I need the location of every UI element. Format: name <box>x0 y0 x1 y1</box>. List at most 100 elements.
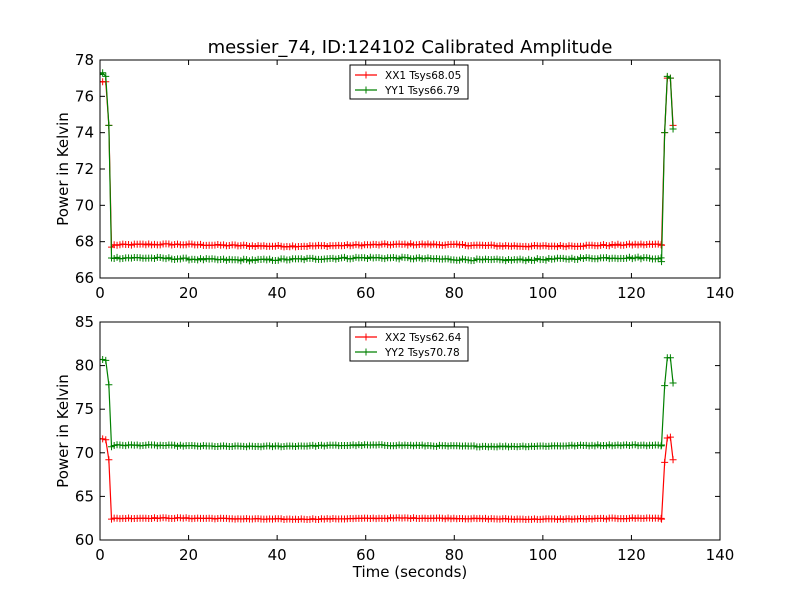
data-point <box>392 254 400 262</box>
data-point <box>646 254 654 262</box>
data-point <box>148 254 156 262</box>
data-point <box>102 356 110 364</box>
y-tick-label: 66 <box>75 269 94 287</box>
data-point <box>168 241 176 249</box>
legend-label: YY1 Tsys66.79 <box>384 85 460 97</box>
data-point <box>363 255 371 263</box>
data-point <box>234 256 242 264</box>
legend-marker <box>362 86 370 94</box>
data-point <box>441 241 449 249</box>
data-point <box>562 243 570 251</box>
data-point <box>666 74 674 82</box>
y-axis-label: Power in Kelvin <box>54 374 72 488</box>
data-point <box>542 256 550 264</box>
data-point <box>176 255 184 263</box>
x-tick-label: 100 <box>529 546 558 564</box>
data-point <box>602 254 610 262</box>
data-point <box>165 254 173 262</box>
x-tick-label: 80 <box>445 284 464 302</box>
data-point <box>602 515 610 523</box>
x-tick-label: 60 <box>356 284 375 302</box>
data-point <box>231 241 239 249</box>
data-point <box>585 254 593 262</box>
x-tick-label: 40 <box>268 284 287 302</box>
y-tick-label: 80 <box>75 357 94 375</box>
data-point <box>643 254 651 262</box>
data-point <box>358 242 366 250</box>
data-point <box>470 257 478 265</box>
data-point <box>444 255 452 263</box>
data-point <box>338 254 346 262</box>
data-point <box>260 242 268 250</box>
data-point <box>539 256 547 263</box>
data-point <box>658 441 666 449</box>
data-point <box>620 241 628 249</box>
data-point <box>430 240 438 248</box>
data-point <box>105 381 113 389</box>
data-point <box>669 456 677 464</box>
data-point <box>407 240 415 248</box>
data-point <box>251 256 259 264</box>
data-point <box>663 434 671 442</box>
data-point <box>182 514 190 522</box>
series-2 <box>100 69 677 266</box>
data-point <box>669 125 677 133</box>
legend: XX1 Tsys68.05 YY1 Tsys66.79 <box>349 64 469 100</box>
data-point <box>579 255 587 263</box>
data-point <box>458 255 466 263</box>
data-point <box>516 255 524 263</box>
x-tick-label: 0 <box>95 546 105 564</box>
data-point <box>113 241 121 249</box>
data-point <box>119 255 127 263</box>
y-tick-label: 72 <box>75 160 94 178</box>
data-point <box>663 72 671 80</box>
x-tick-label: 120 <box>617 546 646 564</box>
series-line <box>100 77 674 249</box>
y-tick-label: 75 <box>75 400 94 418</box>
series-1 <box>100 74 677 251</box>
data-point <box>300 256 308 264</box>
data-point <box>237 257 245 265</box>
data-point <box>257 443 265 451</box>
data-point <box>605 441 613 449</box>
y-tick-label: 68 <box>75 233 94 251</box>
series-2 <box>100 354 677 451</box>
data-point <box>174 240 181 248</box>
data-point <box>220 241 228 249</box>
data-point <box>156 241 164 249</box>
data-point <box>309 254 317 262</box>
data-point <box>105 456 113 464</box>
y-axis-label: Power in Kelvin <box>54 112 72 226</box>
data-point <box>530 515 538 523</box>
series-line <box>100 357 674 448</box>
y-tick-label: 65 <box>75 487 94 505</box>
data-point <box>395 255 403 263</box>
legend-label: XX1 Tsys68.05 <box>385 70 461 82</box>
data-point <box>179 442 187 450</box>
series-line <box>100 436 674 522</box>
data-point <box>464 256 472 264</box>
data-point <box>594 441 602 449</box>
y-tick-label: 60 <box>75 531 94 549</box>
legend: XX2 Tsys62.64 YY2 Tsys70.78 <box>349 326 469 362</box>
data-point <box>332 255 340 263</box>
data-point <box>415 254 423 262</box>
data-point <box>658 515 666 523</box>
data-point <box>559 515 567 523</box>
data-point <box>320 442 328 450</box>
plot-frame <box>99 321 721 541</box>
chart-title: messier_74, ID:124102 Calibrated Amplitu… <box>208 37 613 58</box>
data-point <box>312 442 320 450</box>
series-1 <box>100 433 677 524</box>
data-point <box>102 436 110 444</box>
data-point <box>197 240 205 248</box>
data-point <box>199 256 207 264</box>
data-point <box>182 241 190 249</box>
top-panel: 0 20 40 60 80 100 120 140 66 68 70 72 74 76 78 Power in… <box>54 51 734 302</box>
data-point <box>658 258 666 266</box>
y-tick-label: 78 <box>75 51 94 69</box>
data-point <box>661 129 669 137</box>
data-point <box>162 514 170 522</box>
data-point <box>525 255 533 263</box>
